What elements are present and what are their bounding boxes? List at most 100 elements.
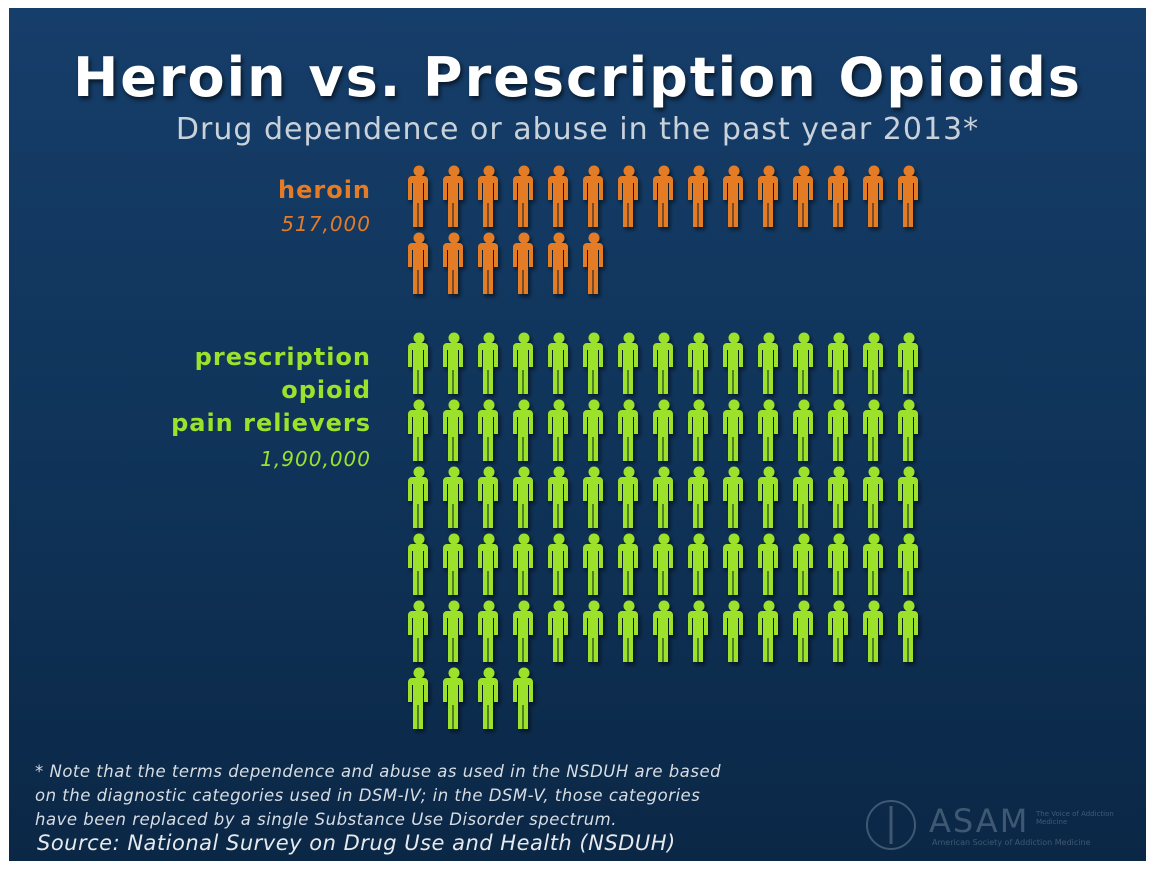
- person-icon: [478, 232, 498, 294]
- icon-body: [583, 544, 603, 595]
- icon-body: [408, 343, 428, 394]
- person-icon: [583, 232, 603, 294]
- icon-head: [518, 533, 530, 545]
- subtitle: Drug dependence or abuse in the past yea…: [175, 112, 980, 147]
- icon-body: [758, 477, 778, 528]
- icon-head: [413, 466, 425, 478]
- person-icon: [548, 232, 568, 294]
- person-icon: [408, 667, 428, 729]
- icon-body: [408, 410, 428, 461]
- icon-body: [793, 176, 813, 227]
- person-icon: [583, 533, 603, 595]
- icon-body: [443, 611, 463, 662]
- icon-head: [868, 332, 880, 344]
- icon-head: [483, 667, 495, 679]
- person-icon: [653, 165, 673, 227]
- icon-head: [693, 165, 705, 177]
- person-icon: [723, 600, 743, 662]
- icon-head: [658, 600, 670, 612]
- person-icon: [548, 332, 568, 394]
- icon-head: [763, 600, 775, 612]
- icon-head: [833, 600, 845, 612]
- icon-head: [448, 232, 460, 244]
- icon-body: [758, 611, 778, 662]
- icon-body: [583, 176, 603, 227]
- logo-name: ASAM: [929, 802, 1030, 840]
- icon-head: [833, 165, 845, 177]
- icon-body: [828, 176, 848, 227]
- icon-body: [688, 410, 708, 461]
- panel: Heroin vs. Prescription Opioids Drug dep…: [9, 8, 1146, 861]
- icon-head: [448, 533, 460, 545]
- icon-head: [728, 399, 740, 411]
- person-icon: [793, 533, 813, 595]
- icon-head: [833, 466, 845, 478]
- icon-body: [723, 343, 743, 394]
- person-icon: [828, 533, 848, 595]
- person-icon: [758, 600, 778, 662]
- person-icon: [443, 533, 463, 595]
- person-icon: [548, 466, 568, 528]
- person-icon: [723, 533, 743, 595]
- icon-head: [448, 332, 460, 344]
- icon-body: [583, 410, 603, 461]
- person-icon: [723, 399, 743, 461]
- icon-body: [828, 343, 848, 394]
- icon-body: [618, 343, 638, 394]
- icon-body: [723, 477, 743, 528]
- person-icon: [443, 600, 463, 662]
- person-icon: [443, 165, 463, 227]
- person-icon: [898, 533, 918, 595]
- icon-body: [898, 410, 918, 461]
- icon-body: [478, 477, 498, 528]
- person-icon: [828, 332, 848, 394]
- icon-body: [898, 611, 918, 662]
- icon-head: [413, 332, 425, 344]
- icon-head: [518, 600, 530, 612]
- person-icon: [723, 332, 743, 394]
- person-icon: [723, 466, 743, 528]
- person-icon: [478, 466, 498, 528]
- icon-head: [693, 600, 705, 612]
- icon-head: [413, 667, 425, 679]
- icon-body: [513, 410, 533, 461]
- icon-head: [518, 466, 530, 478]
- icon-head: [588, 332, 600, 344]
- icon-body: [583, 243, 603, 294]
- icon-body: [758, 176, 778, 227]
- icon-head: [903, 332, 915, 344]
- person-icon: [548, 600, 568, 662]
- icon-body: [478, 544, 498, 595]
- person-icon: [688, 332, 708, 394]
- footnote: * Note that the terms dependence and abu…: [35, 762, 722, 829]
- person-icon: [583, 165, 603, 227]
- icon-body: [653, 544, 673, 595]
- icon-body: [828, 477, 848, 528]
- icon-body: [688, 176, 708, 227]
- icon-body: [408, 176, 428, 227]
- icon-head: [833, 399, 845, 411]
- person-icon: [583, 399, 603, 461]
- icon-head: [763, 533, 775, 545]
- person-icon: [513, 399, 533, 461]
- icon-head: [413, 232, 425, 244]
- person-icon: [898, 332, 918, 394]
- person-icon: [583, 466, 603, 528]
- person-icon: [758, 165, 778, 227]
- title: Heroin vs. Prescription Opioids: [73, 46, 1082, 109]
- icon-head: [903, 399, 915, 411]
- icon-body: [583, 611, 603, 662]
- icon-body: [583, 343, 603, 394]
- person-icon: [443, 466, 463, 528]
- icon-body: [793, 544, 813, 595]
- icon-head: [903, 533, 915, 545]
- person-icon: [793, 399, 813, 461]
- icon-body: [443, 477, 463, 528]
- person-icon: [898, 399, 918, 461]
- person-icon: [478, 399, 498, 461]
- icon-head: [693, 399, 705, 411]
- icon-body: [793, 343, 813, 394]
- icon-head: [483, 600, 495, 612]
- icon-head: [763, 399, 775, 411]
